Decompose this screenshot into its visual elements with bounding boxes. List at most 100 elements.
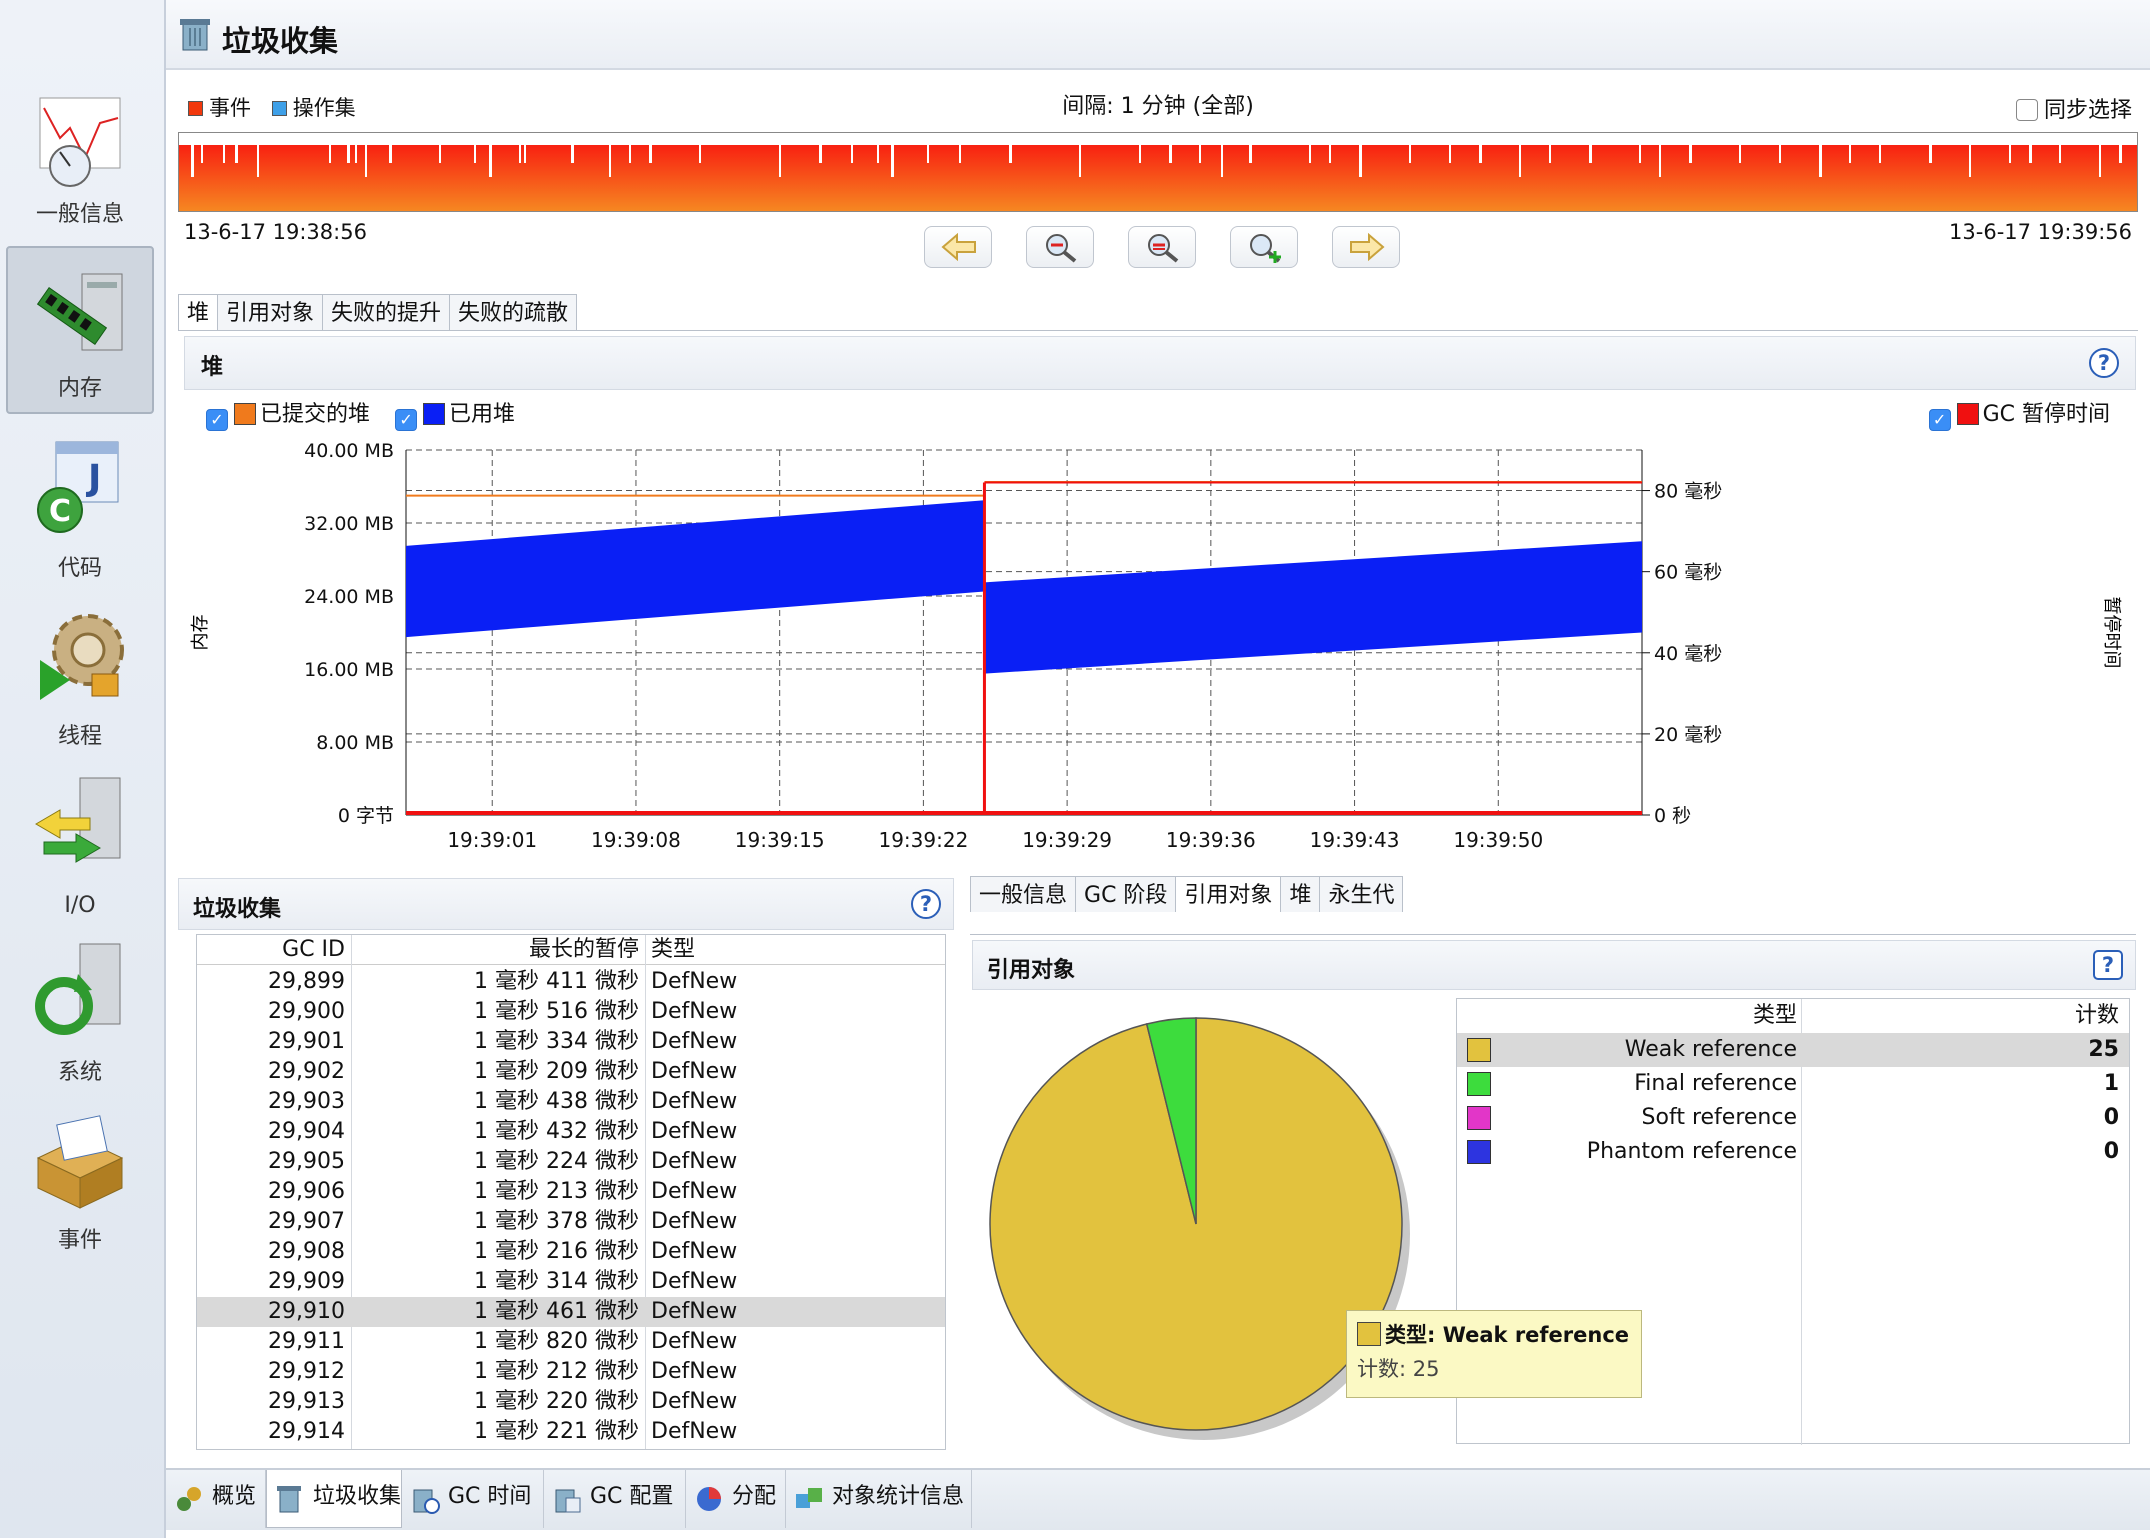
- heap-chart[interactable]: 0 字节 8.00 MB 16.00 MB 24.00 MB 32.00 MB 40.00…: [184, 430, 2134, 870]
- sidebar-item-label: 内存: [57, 376, 102, 401]
- col-header-pause[interactable]: 最长的暂停: [528, 937, 639, 962]
- table-row[interactable]: 29,904 1 毫秒 432 微秒 DefNew: [197, 1117, 945, 1147]
- sidebar-item-general[interactable]: 一般信息: [6, 70, 154, 238]
- zoom-out-button[interactable]: [1026, 226, 1094, 268]
- ref-color-swatch: [1467, 1038, 1491, 1062]
- table-row[interactable]: 29,912 1 毫秒 212 微秒 DefNew: [197, 1357, 945, 1387]
- table-row[interactable]: 29,905 1 毫秒 224 微秒 DefNew: [197, 1147, 945, 1177]
- sync-selection-checkbox[interactable]: 同步选择: [2015, 92, 2132, 124]
- timeline-gap: [2059, 143, 2061, 163]
- tab-heap[interactable]: 堆: [178, 294, 219, 330]
- gc-id-cell: 29,910: [268, 1299, 345, 1324]
- tab-references[interactable]: 引用对象: [217, 294, 324, 330]
- list-item[interactable]: Weak reference 25: [1457, 1033, 2129, 1067]
- x-tick-label: 19:39:22: [878, 828, 968, 852]
- tab-gc-config[interactable]: GC 配置: [544, 1470, 686, 1528]
- gc-pause-checkbox[interactable]: ✓: [1928, 409, 1951, 431]
- ref-table-header: 类型 计数: [1457, 999, 2129, 1033]
- col-header-ref-type[interactable]: 类型: [1752, 1003, 1797, 1028]
- timeline-gap: [1169, 143, 1172, 163]
- table-row[interactable]: 29,900 1 毫秒 516 微秒 DefNew: [197, 997, 945, 1027]
- tab-allocation[interactable]: 分配: [686, 1470, 786, 1528]
- used-heap-checkbox[interactable]: ✓: [395, 409, 418, 431]
- timeline-gap: [629, 143, 631, 163]
- col-header-gc-id[interactable]: GC ID: [282, 937, 345, 962]
- ref-type-cell: Phantom reference: [1586, 1139, 1797, 1164]
- help-icon[interactable]: ?: [2089, 348, 2119, 378]
- col-header-ref-count[interactable]: 计数: [2074, 1003, 2119, 1028]
- table-row[interactable]: 29,902 1 毫秒 209 微秒 DefNew: [197, 1057, 945, 1087]
- type-cell: DefNew: [651, 969, 738, 994]
- tab-garbage-collection[interactable]: 垃圾收集: [266, 1470, 402, 1528]
- timeline-gap: [1689, 143, 1692, 163]
- table-row[interactable]: 29,913 1 毫秒 220 微秒 DefNew: [197, 1387, 945, 1417]
- timeline-gap: [1849, 143, 1851, 163]
- table-row[interactable]: 29,914 1 毫秒 221 微秒 DefNew: [197, 1417, 945, 1447]
- interval-label: 间隔: 1 分钟 (全部): [1062, 94, 1254, 119]
- y2-axis-label: 暂停时间: [2101, 597, 2122, 669]
- y-axis-label: 内存: [190, 615, 211, 651]
- sidebar-item-threads[interactable]: 线程: [6, 592, 154, 760]
- tab-general[interactable]: 一般信息: [970, 876, 1077, 912]
- arrow-left-icon: [941, 233, 976, 261]
- sidebar-item-io[interactable]: I/O: [6, 760, 154, 928]
- sidebar-item-memory[interactable]: 内存: [6, 246, 154, 414]
- sidebar-item-events[interactable]: 事件: [6, 1096, 154, 1264]
- sidebar-item-label: 线程: [57, 724, 102, 749]
- tab-object-statistics[interactable]: 对象统计信息: [786, 1470, 972, 1528]
- io-arrows-icon: [35, 777, 121, 863]
- timeline-gap: [1309, 143, 1311, 163]
- table-row[interactable]: 29,899 1 毫秒 411 微秒 DefNew: [197, 967, 945, 997]
- sidebar-item-system[interactable]: 系统: [6, 928, 154, 1096]
- table-row[interactable]: 29,907 1 毫秒 378 微秒 DefNew: [197, 1207, 945, 1237]
- timeline-gap: [1659, 143, 1661, 177]
- pie-slice-1: [1145, 1017, 1197, 1225]
- tab-failed-evacuation[interactable]: 失败的疏散: [449, 294, 578, 330]
- zoom-in-button[interactable]: [1230, 226, 1298, 268]
- table-row[interactable]: 29,909 1 毫秒 314 微秒 DefNew: [197, 1267, 945, 1297]
- type-cell: DefNew: [651, 999, 738, 1024]
- list-item[interactable]: Final reference 1: [1457, 1067, 2129, 1101]
- scroll-left-button[interactable]: [924, 226, 992, 268]
- y2-tick-label: 40 毫秒: [1654, 643, 1722, 665]
- ref-pie-chart[interactable]: [986, 998, 1446, 1458]
- ref-panel-header: 引用对象 ?: [972, 940, 2136, 990]
- table-row[interactable]: 29,906 1 毫秒 213 微秒 DefNew: [197, 1177, 945, 1207]
- tab-ref-objects[interactable]: 引用对象: [1175, 876, 1282, 912]
- y-tick-label: 8.00 MB: [316, 732, 394, 754]
- event-timeline[interactable]: [178, 132, 2138, 212]
- tab-overview[interactable]: 概览: [166, 1470, 266, 1528]
- tab-permgen[interactable]: 永生代: [1319, 876, 1404, 912]
- list-item[interactable]: Phantom reference 0: [1457, 1135, 2129, 1169]
- gc-id-cell: 29,907: [268, 1209, 345, 1234]
- table-row[interactable]: 29,910 1 毫秒 461 微秒 DefNew: [197, 1297, 945, 1327]
- allocation-pie-icon: [697, 1487, 721, 1511]
- table-row[interactable]: 29,901 1 毫秒 334 微秒 DefNew: [197, 1027, 945, 1057]
- pause-cell: 1 毫秒 221 微秒: [474, 1419, 639, 1444]
- list-item[interactable]: Soft reference 0: [1457, 1101, 2129, 1135]
- tab-gc-time[interactable]: GC 时间: [402, 1470, 544, 1528]
- type-cell: DefNew: [651, 1119, 738, 1144]
- help-icon[interactable]: ?: [2093, 950, 2123, 980]
- used-heap-swatch: [423, 403, 446, 425]
- sync-checkbox-box[interactable]: [2015, 99, 2038, 121]
- zoom-fit-button[interactable]: [1128, 226, 1196, 268]
- legend-committed-label: 已提交的堆: [260, 402, 371, 427]
- timeline-gap: [779, 143, 781, 177]
- committed-heap-checkbox[interactable]: ✓: [206, 409, 228, 431]
- scroll-right-button[interactable]: [1332, 226, 1400, 268]
- table-row[interactable]: 29,903 1 毫秒 438 微秒 DefNew: [197, 1087, 945, 1117]
- system-refresh-icon: [35, 943, 121, 1035]
- tab-failed-promotion[interactable]: 失败的提升: [322, 294, 451, 330]
- tab-label: 分配: [732, 1484, 777, 1509]
- tab-detail-heap[interactable]: 堆: [1280, 876, 1321, 912]
- table-row[interactable]: 29,908 1 毫秒 216 微秒 DefNew: [197, 1237, 945, 1267]
- timeline-gap: [347, 143, 350, 163]
- table-row[interactable]: 29,911 1 毫秒 820 微秒 DefNew: [197, 1327, 945, 1357]
- heap-panel-title: 堆: [201, 355, 224, 380]
- tab-gc-phases[interactable]: GC 阶段: [1075, 876, 1177, 912]
- sidebar-item-code[interactable]: J C 代码: [6, 424, 154, 592]
- help-icon[interactable]: ?: [911, 889, 941, 919]
- pause-cell: 1 毫秒 212 微秒: [474, 1359, 639, 1384]
- col-header-type[interactable]: 类型: [651, 937, 696, 962]
